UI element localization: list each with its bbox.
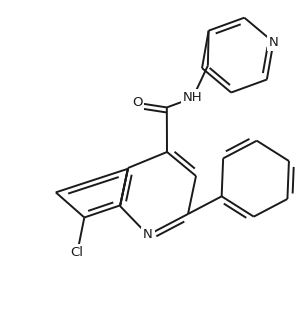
- Text: Cl: Cl: [71, 246, 84, 259]
- Text: N: N: [143, 229, 153, 241]
- Text: NH: NH: [183, 92, 203, 104]
- Text: N: N: [268, 36, 278, 49]
- Text: O: O: [132, 96, 142, 109]
